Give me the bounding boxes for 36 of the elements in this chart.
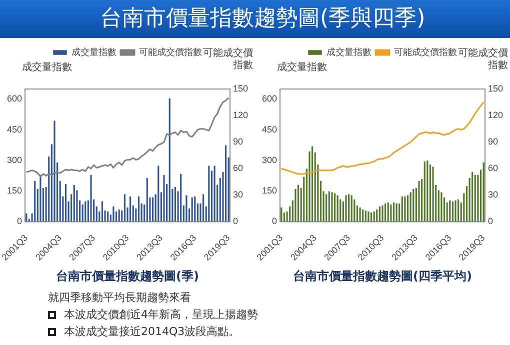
y2-tick-label: 120 [232, 110, 248, 120]
y-axis-title: 成交量指數 [22, 62, 72, 74]
y2-tick-label: 30 [232, 190, 243, 200]
y2-tick-label: 150 [232, 83, 248, 94]
y-tick-label: 600 [262, 94, 278, 104]
y-tick-label: 0 [272, 216, 278, 226]
text: 本波成交量接近2014Q3波段高點。 [63, 324, 241, 340]
y-tick-label: 0 [17, 216, 22, 226]
text: 台南市價量指數趨勢圖(季) [55, 268, 200, 285]
y-tick-label: 300 [6, 154, 22, 165]
y2-tick-label: 0 [232, 216, 238, 226]
legend-label: 可能成交價指數 [139, 46, 202, 57]
y-tick-label: 600 [6, 94, 22, 104]
y2-tick-label: 90 [232, 136, 243, 147]
legend-label: 可能成交價指數 [394, 46, 457, 57]
text: 就四季移動平均長期趨勢來看 [48, 290, 192, 306]
y2-tick-label: 120 [488, 110, 504, 120]
y2-tick-label: 60 [232, 163, 243, 174]
y-tick-label: 450 [262, 124, 278, 134]
y-tick-label: 150 [262, 186, 278, 196]
text: 台南市價量指數趨勢圖(季與四季) [0, 0, 510, 38]
y-tick-label: 300 [262, 154, 278, 165]
y2-tick-label: 0 [488, 216, 493, 226]
y2-tick-label: 150 [488, 83, 504, 94]
y-axis-title: 成交量指數 [277, 62, 327, 74]
y2-axis-title: 可能成交價指數 [458, 48, 508, 72]
y2-tick-label: 90 [488, 136, 498, 147]
text: 本波成交價創近4年新高，呈現上揚趨勢 [63, 307, 258, 323]
legend-label: 成交量指數 [326, 46, 372, 57]
y-tick-label: 150 [6, 186, 22, 196]
y2-tick-label: 60 [488, 163, 498, 174]
y2-tick-label: 30 [488, 190, 498, 200]
y2-axis-title: 可能成交價指數 [203, 48, 253, 72]
text: 台南市價量指數趨勢圖(四季平均) [292, 268, 473, 285]
legend-label: 成交量指數 [72, 46, 116, 57]
y-tick-label: 450 [6, 124, 22, 134]
